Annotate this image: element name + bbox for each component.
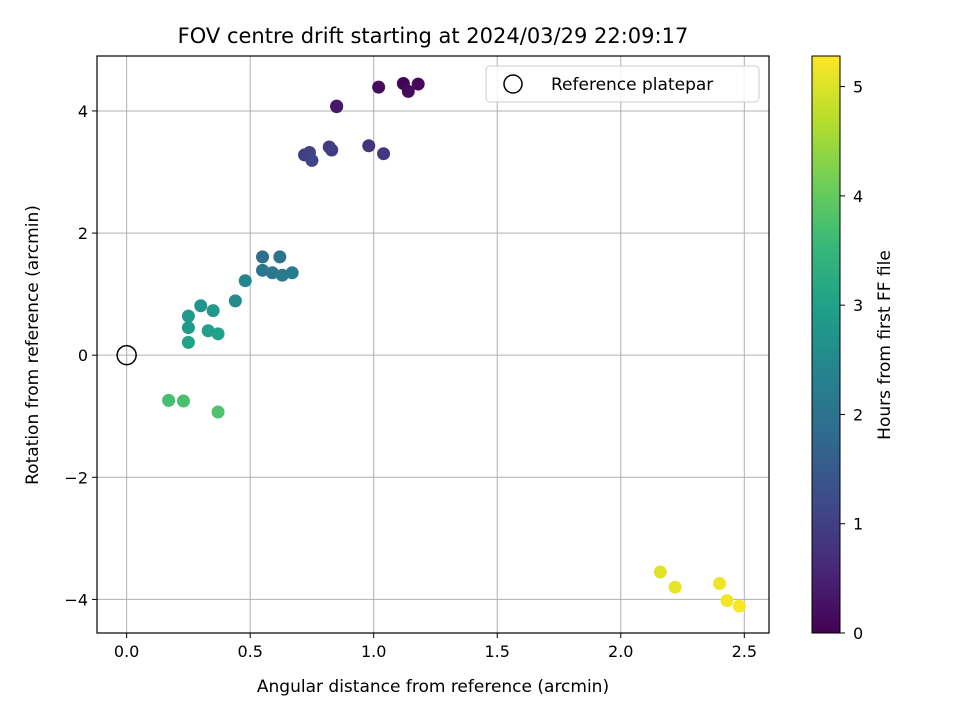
data-point xyxy=(206,304,220,318)
chart-title: FOV centre drift starting at 2024/03/29 … xyxy=(178,24,689,48)
legend-box xyxy=(485,65,760,103)
data-point xyxy=(228,294,242,308)
x-tick-label: 1.5 xyxy=(485,642,510,661)
data-point xyxy=(325,143,339,157)
data-point xyxy=(181,309,195,323)
data-point xyxy=(401,84,415,98)
colorbar-ticks: 0 1 2 3 4 5 xyxy=(840,78,863,643)
x-axis-label: Angular distance from reference (arcmin) xyxy=(257,677,609,697)
data-point xyxy=(238,274,252,288)
data-point xyxy=(411,77,425,91)
reference-platepar-point xyxy=(116,344,137,366)
grid-lines xyxy=(97,56,769,633)
data-point xyxy=(211,327,225,341)
data-point xyxy=(265,266,279,280)
data-point xyxy=(181,335,195,349)
data-point xyxy=(732,599,746,613)
x-axis: 0.0 0.5 1.0 1.5 2.0 2.5 xyxy=(114,633,757,661)
colorbar-tick-label: 5 xyxy=(853,78,863,97)
data-point xyxy=(194,299,208,313)
colorbar-tick-label: 1 xyxy=(853,515,863,534)
data-point xyxy=(653,565,667,579)
colorbar-tick-label: 2 xyxy=(853,405,863,424)
colorbar-gradient xyxy=(811,55,841,634)
data-point xyxy=(275,268,289,282)
data-point xyxy=(181,321,195,335)
data-point xyxy=(330,100,344,114)
data-point xyxy=(285,266,299,280)
data-point xyxy=(362,139,376,153)
data-point xyxy=(256,250,270,264)
data-point xyxy=(176,394,190,408)
legend: Reference platepar xyxy=(485,65,760,103)
data-point xyxy=(713,577,727,591)
data-point xyxy=(256,263,270,277)
y-axis-label: Rotation from reference (arcmin) xyxy=(23,205,43,485)
plot-frame xyxy=(96,55,770,634)
y-tick-label: 2 xyxy=(78,224,88,243)
legend-marker-open-circle xyxy=(503,74,523,94)
colorbar-tick-label: 0 xyxy=(853,624,863,643)
data-point xyxy=(211,405,225,419)
x-tick-label: 0.0 xyxy=(114,642,139,661)
colorbar-label: Hours from first FF file xyxy=(875,250,895,440)
colorbar: 0 1 2 3 4 5 Hours from first FF file xyxy=(811,55,895,643)
y-tick-label: −4 xyxy=(64,590,88,609)
data-point xyxy=(305,153,319,167)
data-point xyxy=(372,80,386,94)
data-point xyxy=(377,147,391,161)
data-point xyxy=(273,250,287,264)
x-tick-label: 0.5 xyxy=(237,642,262,661)
data-point xyxy=(720,594,734,608)
data-point xyxy=(201,324,215,338)
data-point xyxy=(668,580,682,594)
x-tick-label: 2.0 xyxy=(608,642,633,661)
x-tick-label: 2.5 xyxy=(732,642,757,661)
x-tick-label: 1.0 xyxy=(361,642,386,661)
colorbar-tick-label: 4 xyxy=(853,187,863,206)
colorbar-tick-label: 3 xyxy=(853,296,863,315)
legend-label-reference: Reference platepar xyxy=(551,75,713,95)
y-tick-label: 0 xyxy=(78,346,88,365)
y-tick-label: −2 xyxy=(64,468,88,487)
data-point xyxy=(162,393,176,407)
y-axis: −4 −2 0 2 4 xyxy=(64,102,97,609)
data-points xyxy=(116,76,746,613)
y-tick-label: 4 xyxy=(78,102,88,121)
